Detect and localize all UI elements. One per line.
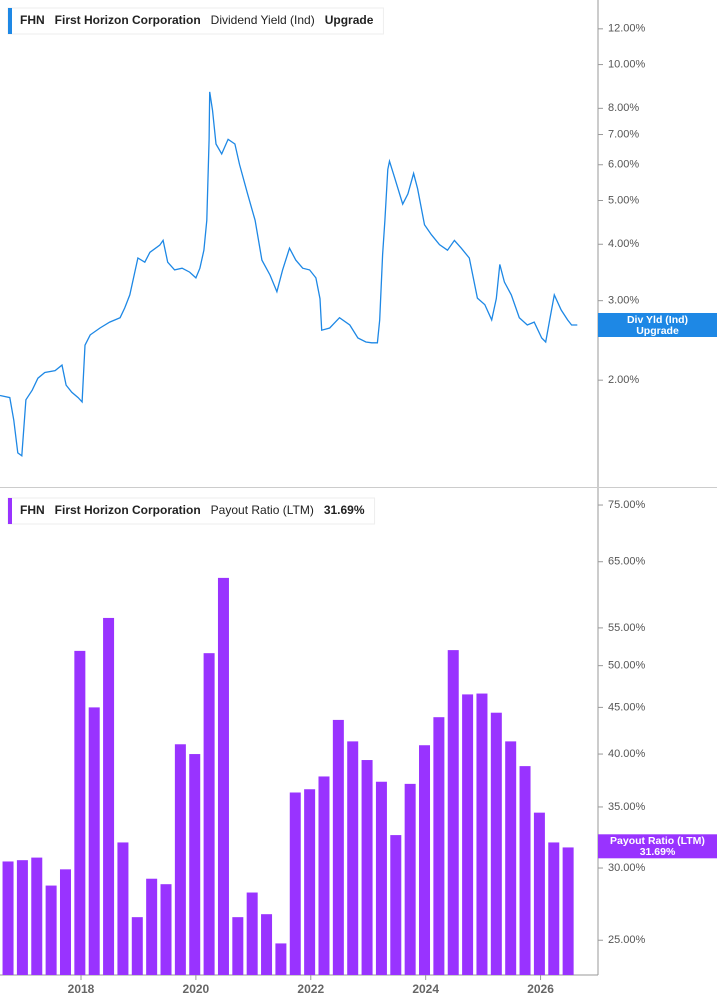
legend-metric: Payout Ratio (LTM) bbox=[211, 503, 314, 517]
legend: FHN First Horizon Corporation Dividend Yie… bbox=[7, 7, 384, 35]
x-tick-label: 2020 bbox=[183, 982, 210, 996]
bar bbox=[189, 754, 201, 975]
bar bbox=[16, 860, 28, 975]
bar bbox=[404, 783, 416, 975]
bar bbox=[361, 760, 373, 975]
bar bbox=[146, 878, 158, 975]
bar bbox=[59, 869, 71, 975]
bar bbox=[289, 792, 301, 975]
bar bbox=[562, 847, 574, 975]
bar bbox=[174, 744, 186, 975]
y-tick-label: 65.00% bbox=[608, 556, 646, 568]
legend-metric: Dividend Yield (Ind) bbox=[211, 13, 315, 27]
bar bbox=[2, 861, 14, 975]
bar bbox=[433, 717, 445, 975]
bar bbox=[246, 892, 258, 975]
bar bbox=[232, 917, 244, 975]
y-tick-label: 45.00% bbox=[608, 701, 646, 713]
badge-label: Div Yld (Ind) bbox=[627, 314, 688, 326]
y-tick-label: 25.00% bbox=[608, 934, 646, 946]
bar bbox=[31, 857, 43, 975]
x-tick-label: 2024 bbox=[412, 982, 439, 996]
bar bbox=[203, 653, 215, 975]
bar bbox=[275, 943, 287, 975]
y-tick-label: 75.00% bbox=[608, 499, 646, 511]
y-tick-label: 6.00% bbox=[608, 159, 639, 171]
y-tick-label: 30.00% bbox=[608, 862, 646, 874]
y-tick-label: 3.00% bbox=[608, 295, 639, 307]
bar bbox=[462, 694, 474, 975]
y-tick-label: 50.00% bbox=[608, 660, 646, 672]
bar bbox=[131, 917, 143, 975]
value-badge bbox=[598, 834, 717, 859]
legend-swatch bbox=[8, 8, 12, 34]
badge-value: Upgrade bbox=[636, 325, 679, 337]
bar bbox=[318, 776, 330, 975]
y-tick-label: 10.00% bbox=[608, 58, 646, 70]
y-tick-label: 55.00% bbox=[608, 622, 646, 634]
y-tick-label: 12.00% bbox=[608, 23, 646, 35]
y-tick-label: 2.00% bbox=[608, 374, 639, 386]
bar bbox=[447, 650, 459, 975]
y-tick-label: 8.00% bbox=[608, 102, 639, 114]
y-tick-label: 5.00% bbox=[608, 194, 639, 206]
bar bbox=[217, 577, 229, 975]
bar bbox=[160, 884, 172, 975]
y-tick-label: 40.00% bbox=[608, 748, 646, 760]
bar bbox=[88, 707, 100, 975]
legend-ticker: FHN bbox=[20, 503, 45, 517]
bar bbox=[375, 781, 387, 975]
bar bbox=[347, 741, 359, 975]
bar bbox=[332, 719, 344, 975]
bar bbox=[490, 712, 502, 975]
bar bbox=[533, 812, 545, 975]
legend-box bbox=[7, 497, 376, 525]
bar bbox=[505, 741, 517, 975]
bar bbox=[45, 885, 57, 975]
legend: FHN First Horizon Corporation Payout Ratio… bbox=[7, 497, 376, 525]
badge-value: 31.69% bbox=[640, 846, 676, 858]
bar bbox=[548, 842, 560, 975]
legend-ticker: FHN bbox=[20, 13, 45, 27]
bar bbox=[519, 766, 531, 975]
value-badge bbox=[598, 312, 717, 337]
bar bbox=[103, 617, 115, 975]
legend-company: First Horizon Corporation bbox=[55, 13, 201, 27]
bar bbox=[419, 745, 431, 975]
x-tick-label: 2022 bbox=[297, 982, 324, 996]
line-series bbox=[0, 91, 578, 458]
legend-box bbox=[7, 7, 384, 35]
y-tick-label: 35.00% bbox=[608, 801, 646, 813]
legend-value: Upgrade bbox=[325, 13, 374, 27]
x-tick-label: 2018 bbox=[68, 982, 95, 996]
bar bbox=[261, 914, 273, 975]
bar bbox=[390, 835, 402, 975]
bar bbox=[304, 789, 316, 975]
legend-swatch bbox=[8, 498, 12, 524]
bar bbox=[476, 693, 488, 975]
legend-company: First Horizon Corporation bbox=[55, 503, 201, 517]
y-tick-label: 4.00% bbox=[608, 238, 639, 250]
bar bbox=[117, 842, 129, 975]
bar bbox=[74, 650, 86, 975]
badge-label: Payout Ratio (LTM) bbox=[610, 835, 705, 847]
x-tick-label: 2026 bbox=[527, 982, 554, 996]
legend-value: 31.69% bbox=[324, 503, 365, 517]
y-tick-label: 7.00% bbox=[608, 128, 639, 140]
